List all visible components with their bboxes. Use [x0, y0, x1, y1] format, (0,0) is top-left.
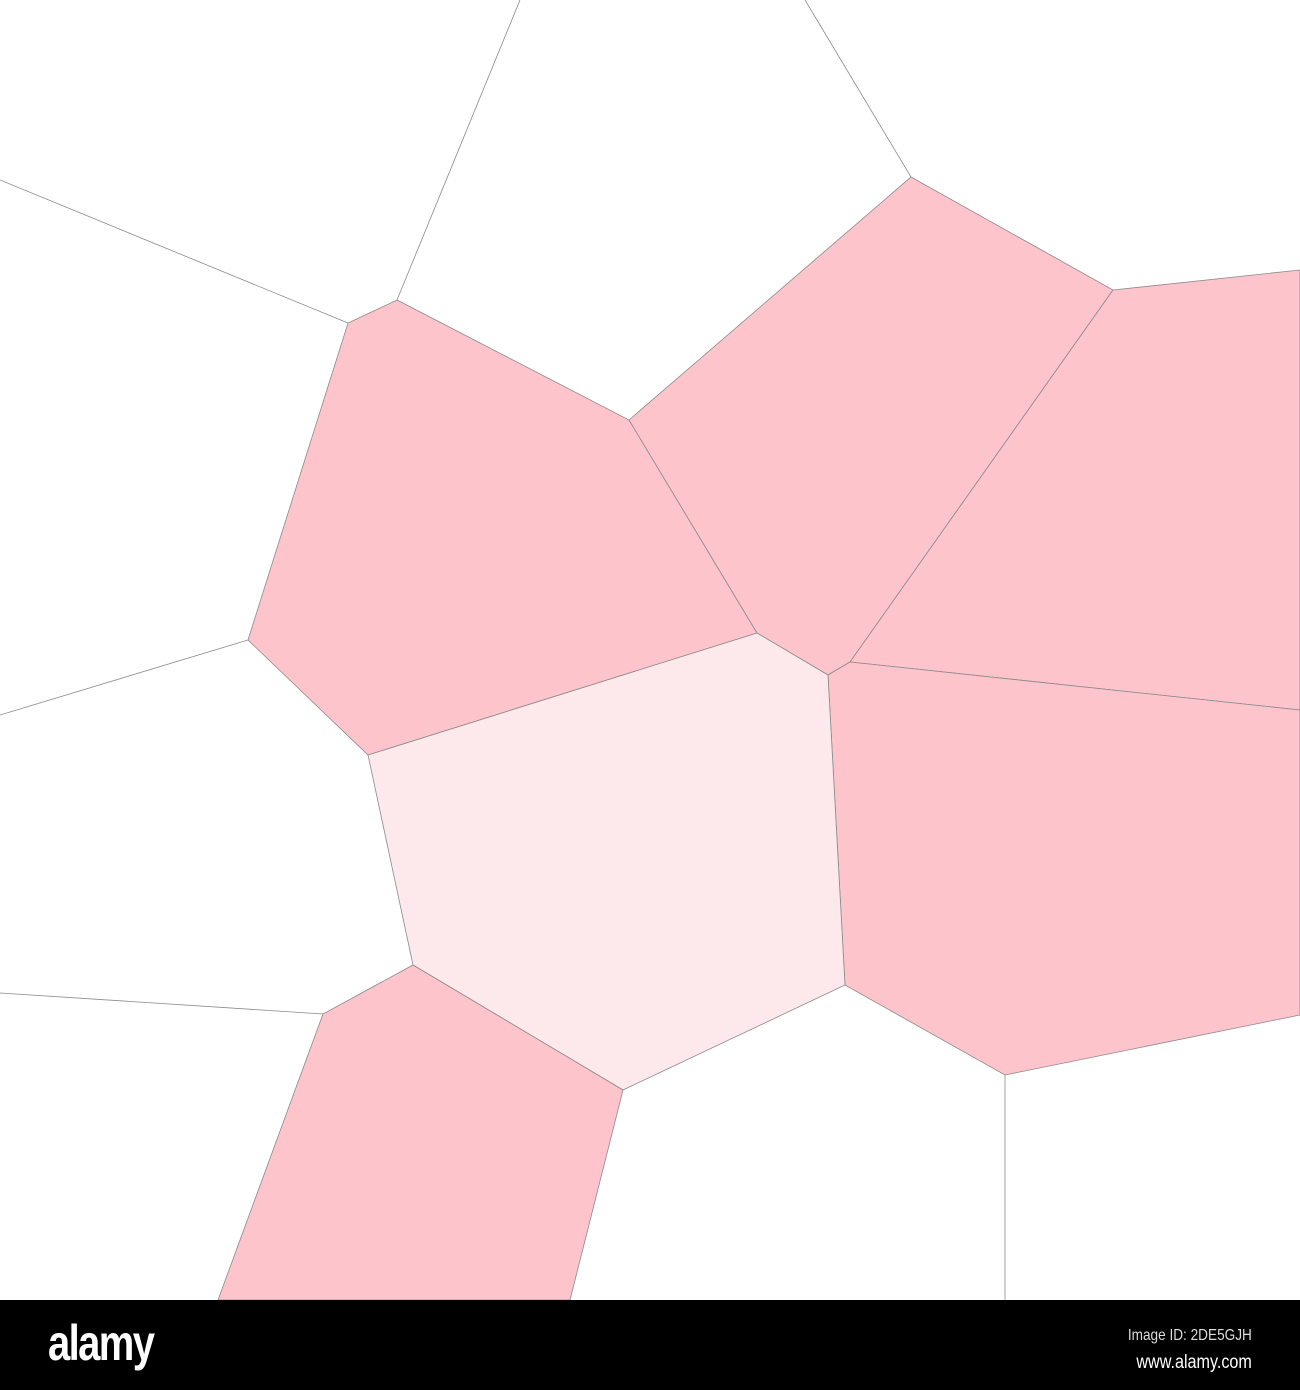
alamy-logo: alamy: [48, 1315, 155, 1371]
voronoi-edge-5: [0, 992, 324, 1015]
watermark-footer: alamy Image ID: 2DE5GJH www.alamy.com: [0, 1300, 1300, 1390]
voronoi-cell-6: [217, 964, 624, 1300]
voronoi-edge-1: [0, 179, 349, 324]
voronoi-edge-3: [804, 0, 912, 178]
voronoi-edge-4: [0, 639, 249, 716]
voronoi-edge-2: [396, 0, 521, 301]
voronoi-cell-4: [827, 661, 1300, 1076]
voronoi-cell-3: [849, 269, 1300, 711]
voronoi-diagram: [0, 0, 1300, 1300]
image-id-text: Image ID: 2DE5GJH: [1128, 1327, 1252, 1344]
website-text: www.alamy.com: [1136, 1352, 1252, 1373]
